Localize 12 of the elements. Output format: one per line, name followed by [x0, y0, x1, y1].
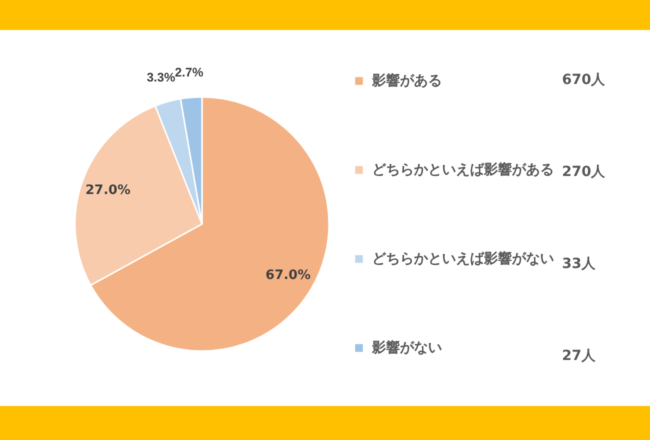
- legend-label: どちらかといえば影響がない: [372, 250, 554, 267]
- text: 670人: [562, 72, 606, 88]
- data-label: 3.3%: [146, 70, 176, 85]
- data-label: 27.0%: [85, 183, 130, 198]
- data-label: 67.0%: [266, 268, 311, 283]
- data-label: 2.7%: [174, 66, 204, 80]
- legend-label: 影響がない: [371, 339, 442, 356]
- text: 270人: [562, 164, 606, 180]
- legend-label: 影響がある: [371, 72, 442, 89]
- text: 27人: [562, 348, 596, 364]
- legend-label: どちらかといえば影響がある: [372, 161, 554, 178]
- text: 33人: [562, 256, 596, 272]
